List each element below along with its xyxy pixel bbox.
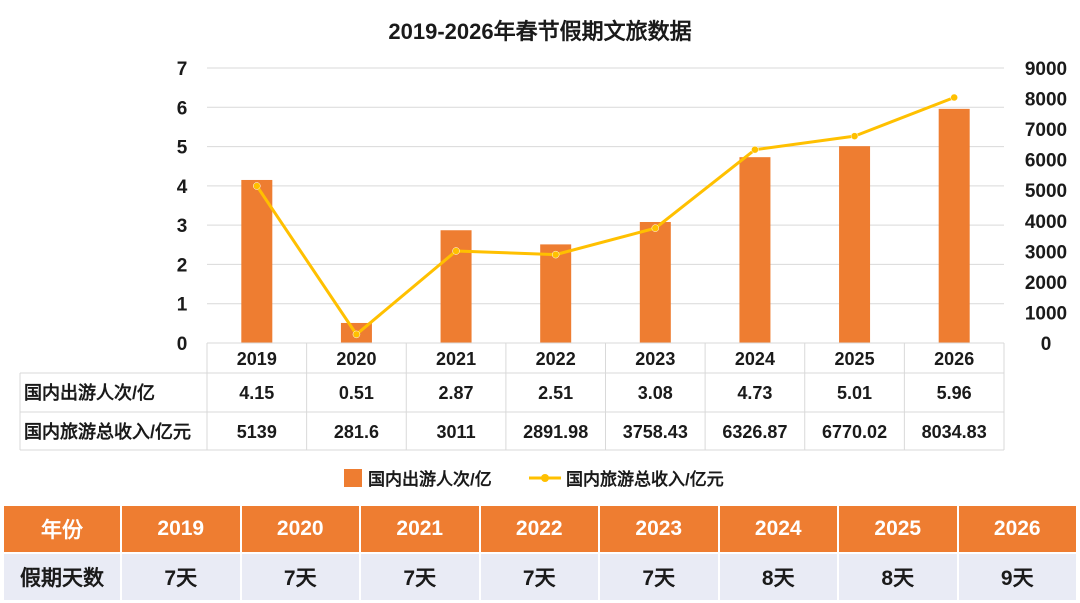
data-table-value: 6770.02	[822, 422, 887, 442]
line-point	[352, 330, 361, 339]
line-point	[651, 224, 660, 232]
year-cell: 2019	[120, 504, 242, 554]
legend-swatch-marker	[541, 474, 549, 482]
data-table-row-label: 国内旅游总收入/亿元	[24, 421, 191, 442]
holiday-table-header-row: 年份 2019 2020 2021 2022 2023 2024 2025 20…	[2, 504, 1078, 554]
line-point	[751, 145, 759, 154]
y-right-tick-label: 1000	[1025, 303, 1067, 324]
data-table-value: 2.51	[538, 383, 573, 403]
line-point	[551, 250, 560, 259]
year-cell: 2024	[717, 504, 839, 554]
x-tick-label: 2019	[237, 349, 277, 369]
data-table-row-label: 国内出游人次/亿	[24, 382, 155, 403]
year-cell: 2021	[359, 504, 481, 554]
y-right-tick-label: 7000	[1025, 120, 1067, 141]
data-table-value: 4.15	[239, 383, 274, 403]
line-series	[255, 96, 955, 336]
data-table-value: 5.01	[837, 383, 872, 403]
data-table-value: 0.51	[339, 383, 374, 403]
y-right-tick-label: 9000	[1025, 59, 1067, 80]
x-tick-label: 2025	[835, 349, 875, 369]
data-table-value: 281.6	[334, 422, 379, 442]
y-right-tick-label: 3000	[1025, 242, 1067, 263]
year-cell: 2023	[598, 504, 720, 554]
y-left-tick-label: 3	[177, 216, 188, 237]
y-left-tick-label: 7	[177, 59, 188, 80]
year-cell: 2022	[478, 504, 600, 554]
y-left-tick-label: 5	[177, 138, 188, 159]
bar	[938, 108, 970, 343]
x-tick-label: 2024	[735, 349, 775, 369]
x-tick-label: 2022	[536, 349, 576, 369]
chart-canvas: 0 1 2 3 4 5 6 7 0 1000 2000 3000 4000 5000 6000 7000 800…	[19, 59, 1067, 489]
x-tick-label: 2020	[336, 349, 376, 369]
holiday-days-cell: 9天	[956, 552, 1078, 602]
holiday-days-label: 假期天数	[2, 552, 122, 602]
y-right-tick-label: 4000	[1025, 212, 1067, 233]
holiday-days-cell: 7天	[359, 552, 481, 602]
holiday-days-cell: 7天	[478, 552, 600, 602]
year-cell: 2026	[956, 504, 1078, 554]
holiday-days-cell: 7天	[239, 552, 361, 602]
holiday-days-table: 年份 2019 2020 2021 2022 2023 2024 2025 20…	[2, 504, 1078, 602]
bar	[839, 146, 871, 343]
legend-label: 国内旅游总收入/亿元	[566, 469, 724, 489]
data-table-value: 5139	[237, 422, 277, 442]
bar	[739, 157, 771, 343]
x-tick-label: 2023	[635, 349, 675, 369]
year-header-label: 年份	[2, 504, 122, 554]
bar	[241, 179, 273, 343]
y-right-tick-label: 2000	[1025, 273, 1067, 294]
data-table-value: 3.08	[638, 383, 673, 403]
holiday-days-cell: 7天	[598, 552, 720, 602]
bar	[639, 222, 671, 343]
data-table-value: 3011	[437, 422, 476, 442]
holiday-days-cell: 8天	[717, 552, 839, 602]
bar	[540, 244, 572, 343]
data-table-value: 2891.98	[523, 422, 588, 442]
y-left-tick-label: 1	[177, 295, 188, 316]
legend-swatch-bar	[344, 469, 362, 487]
data-table-value: 8034.83	[922, 422, 987, 442]
x-tick-label: 2021	[436, 349, 476, 369]
y-left-tick-label: 2	[177, 255, 188, 276]
bar	[440, 230, 472, 343]
y-right-tick-label: 8000	[1025, 90, 1067, 111]
data-table-value: 5.96	[937, 383, 972, 403]
year-cell: 2020	[239, 504, 361, 554]
y-left-tick-label: 0	[177, 334, 188, 355]
line-point	[850, 132, 859, 140]
holiday-days-cell: 8天	[837, 552, 959, 602]
y-right-tick-label: 6000	[1025, 151, 1067, 172]
year-cell: 2025	[837, 504, 959, 554]
x-tick-label: 2026	[934, 349, 974, 369]
data-table-value: 6326.87	[722, 422, 787, 442]
data-table-value: 4.73	[737, 383, 772, 403]
line-point	[253, 182, 261, 190]
chart-title: 2019-2026年春节假期文旅数据	[388, 19, 692, 44]
holiday-days-cell: 7天	[120, 552, 242, 602]
data-table-value: 2.87	[439, 383, 474, 403]
data-table-value: 3758.43	[623, 422, 688, 442]
legend-label: 国内出游人次/亿	[368, 469, 492, 489]
y-right-tick-label: 0	[1041, 334, 1052, 355]
line-point	[452, 247, 460, 255]
y-left-tick-label: 6	[177, 98, 188, 119]
holiday-table-days-row: 假期天数 7天 7天 7天 7天 7天 8天 8天 9天	[2, 552, 1078, 602]
y-left-tick-label: 4	[177, 177, 188, 198]
line-point	[950, 93, 958, 102]
y-right-tick-label: 5000	[1025, 181, 1067, 202]
